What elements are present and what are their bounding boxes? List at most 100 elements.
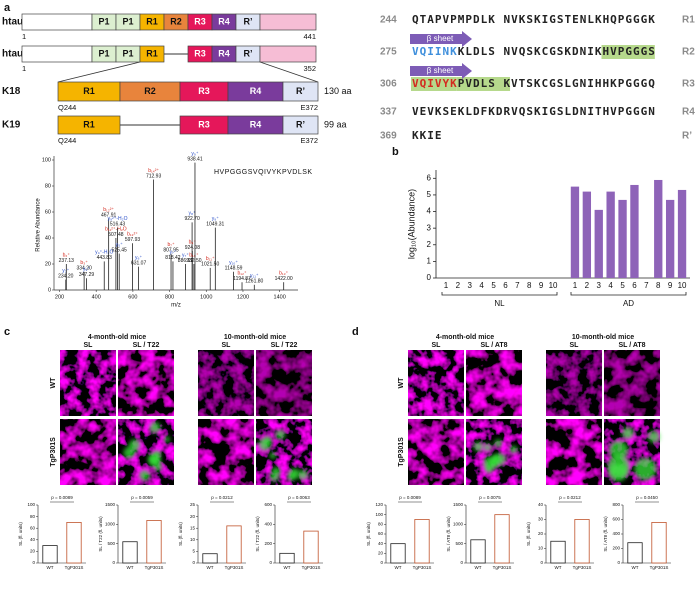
start-label: 1 — [22, 32, 26, 41]
y-tick-label: 0 — [32, 560, 35, 565]
tau-signal — [473, 441, 484, 452]
domain — [139, 45, 165, 63]
x-tick-label: TgP301S — [145, 565, 164, 570]
peak-ion: b₁₁⁺ — [206, 256, 215, 262]
y-tick-label: 600 — [264, 502, 272, 507]
bar — [303, 530, 319, 564]
panel-label: b — [392, 146, 399, 158]
peak-mz: 712.93 — [146, 173, 162, 179]
connector — [57, 61, 141, 83]
sequence-segment: HVPGGGS — [603, 45, 656, 58]
row-name: K19 — [2, 120, 21, 131]
column-label: SL / T22 — [133, 342, 160, 349]
column-label: SL — [84, 342, 94, 349]
peptide: HVPGGGSVQIVYKPVDLSK — [214, 169, 313, 176]
x-tick-label: 200 — [55, 294, 64, 300]
domain-label: P1 — [122, 48, 133, 58]
micrograph — [60, 350, 116, 416]
peak-mz: 1261.80 — [245, 279, 263, 285]
domain-label: R1 — [83, 86, 95, 96]
domain-label: R’ — [296, 119, 305, 129]
y-tick-label: 120 — [375, 502, 383, 507]
tau-signal — [149, 421, 161, 433]
domain — [57, 115, 121, 135]
size-label: 130 aa — [324, 86, 352, 96]
x-tick-label: 6 — [503, 281, 508, 290]
bar — [414, 519, 430, 564]
peak-mz: 334.20 — [76, 266, 92, 272]
y-tick-label: 0 — [192, 560, 195, 565]
tau-signal — [275, 429, 286, 440]
highlight — [411, 77, 457, 91]
x-tick-label: TgP301S — [65, 565, 84, 570]
y-tick-label: 0 — [617, 560, 620, 565]
x-tick-label: 600 — [128, 294, 137, 300]
bar — [574, 519, 590, 564]
y-tick-label: 400 — [612, 531, 620, 536]
bar — [627, 542, 643, 564]
x-tick-label: 9 — [539, 281, 544, 290]
bar — [582, 191, 592, 278]
highlight — [601, 45, 655, 59]
x-tick-label: 2 — [456, 281, 461, 290]
domain-label: R2 — [144, 86, 156, 96]
peak-ion: b₁₁²⁺-H₂O — [105, 226, 127, 232]
micrograph — [118, 350, 174, 416]
tau-signal — [609, 440, 629, 460]
x-tick-label: 3 — [597, 281, 602, 290]
peak-ion: b₃⁺ — [80, 260, 88, 266]
peak-ion: b₇⁺ — [167, 242, 174, 248]
row-label: TgP301S — [398, 437, 405, 467]
y-axis-label: SL / T22 (fl. units) — [98, 516, 103, 552]
tau-signal — [139, 469, 150, 481]
bar — [202, 553, 218, 564]
sequence-segment: VQIINK — [412, 45, 458, 58]
x-tick-label: 10 — [678, 281, 687, 290]
micrograph — [256, 350, 312, 416]
y-tick-label: 2 — [427, 240, 432, 249]
group-header: 10-month-old mice — [572, 334, 634, 341]
beta-label: β sheet — [427, 66, 454, 75]
y-tick-label: 5 — [427, 190, 432, 199]
x-tick-label: 400 — [92, 294, 101, 300]
y-tick-label: 0 — [380, 560, 383, 565]
column-label: SL — [222, 342, 232, 349]
x-tick-label: 1400 — [274, 294, 286, 300]
peak-mz: 516.43 — [110, 221, 126, 227]
beta-label: β sheet — [427, 34, 454, 43]
micrograph — [546, 419, 602, 485]
peak-mz: 467.91 — [101, 212, 117, 218]
bar — [470, 539, 486, 564]
y-tick-label: 20 — [190, 514, 196, 519]
y-tick-label: 10 — [538, 546, 544, 551]
peak-mz: 507.48 — [108, 232, 124, 238]
micrograph — [198, 350, 254, 416]
peak-ion: b₁₃⁺ — [279, 271, 289, 277]
peak-mz: 597.93 — [125, 237, 141, 243]
peak-ion: y₄⁺-H₂O — [95, 250, 113, 256]
sequence-segment: VTSKCGSLGNIHHKPGGGQ — [511, 77, 656, 90]
peak-mz: 347.29 — [79, 272, 95, 278]
peak-mz: 1422.00 — [275, 276, 293, 282]
repeat-label: R4 — [682, 107, 695, 118]
row-name: htau24 — [2, 17, 35, 28]
x-tick-label: WT — [47, 565, 54, 570]
y-tick-label: 5 — [192, 549, 195, 554]
y-tick-label: 40 — [378, 541, 384, 546]
peak-ion: y₇⁺ — [170, 250, 177, 256]
x-tick-label: 6 — [632, 281, 637, 290]
x-tick-label: TgP301S — [413, 565, 432, 570]
peak-mz: 1194.87 — [233, 276, 251, 282]
micrograph — [198, 419, 254, 485]
peak-mz: 807.95 — [163, 247, 179, 253]
x-tick-label: 9 — [668, 281, 673, 290]
y-tick-label: 0 — [427, 273, 432, 282]
domain — [282, 115, 319, 135]
domain-label: R4 — [218, 16, 230, 26]
x-tick-label: WT — [284, 565, 291, 570]
y-tick-label: 200 — [612, 546, 620, 551]
tau-signal — [287, 472, 297, 481]
domain-label: R3 — [194, 48, 206, 58]
y-tick-label: 40 — [30, 537, 36, 542]
x-tick-label: TgP301S — [225, 565, 244, 570]
